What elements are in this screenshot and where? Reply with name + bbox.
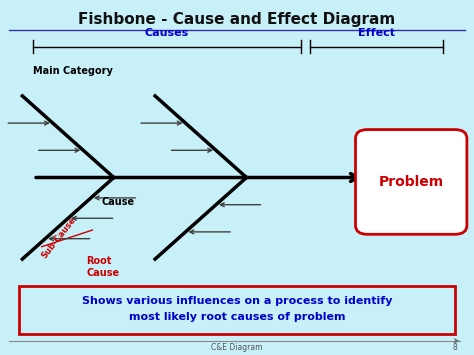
FancyBboxPatch shape [356, 130, 467, 234]
Text: most likely root causes of problem: most likely root causes of problem [129, 312, 345, 322]
Text: C&E Diagram: C&E Diagram [211, 343, 263, 352]
Text: 8: 8 [453, 343, 457, 352]
Text: Cause: Cause [102, 197, 135, 207]
Text: Root
Cause: Root Cause [86, 256, 119, 278]
Polygon shape [19, 286, 455, 334]
Text: Main Category: Main Category [33, 66, 113, 76]
Text: Causes: Causes [145, 28, 189, 38]
Text: Sub-Cause: Sub-Cause [40, 215, 78, 260]
Text: Shows various influences on a process to identify: Shows various influences on a process to… [82, 296, 392, 306]
Text: Fishbone - Cause and Effect Diagram: Fishbone - Cause and Effect Diagram [78, 12, 396, 27]
Text: Problem: Problem [379, 175, 444, 189]
Text: Effect: Effect [358, 28, 395, 38]
